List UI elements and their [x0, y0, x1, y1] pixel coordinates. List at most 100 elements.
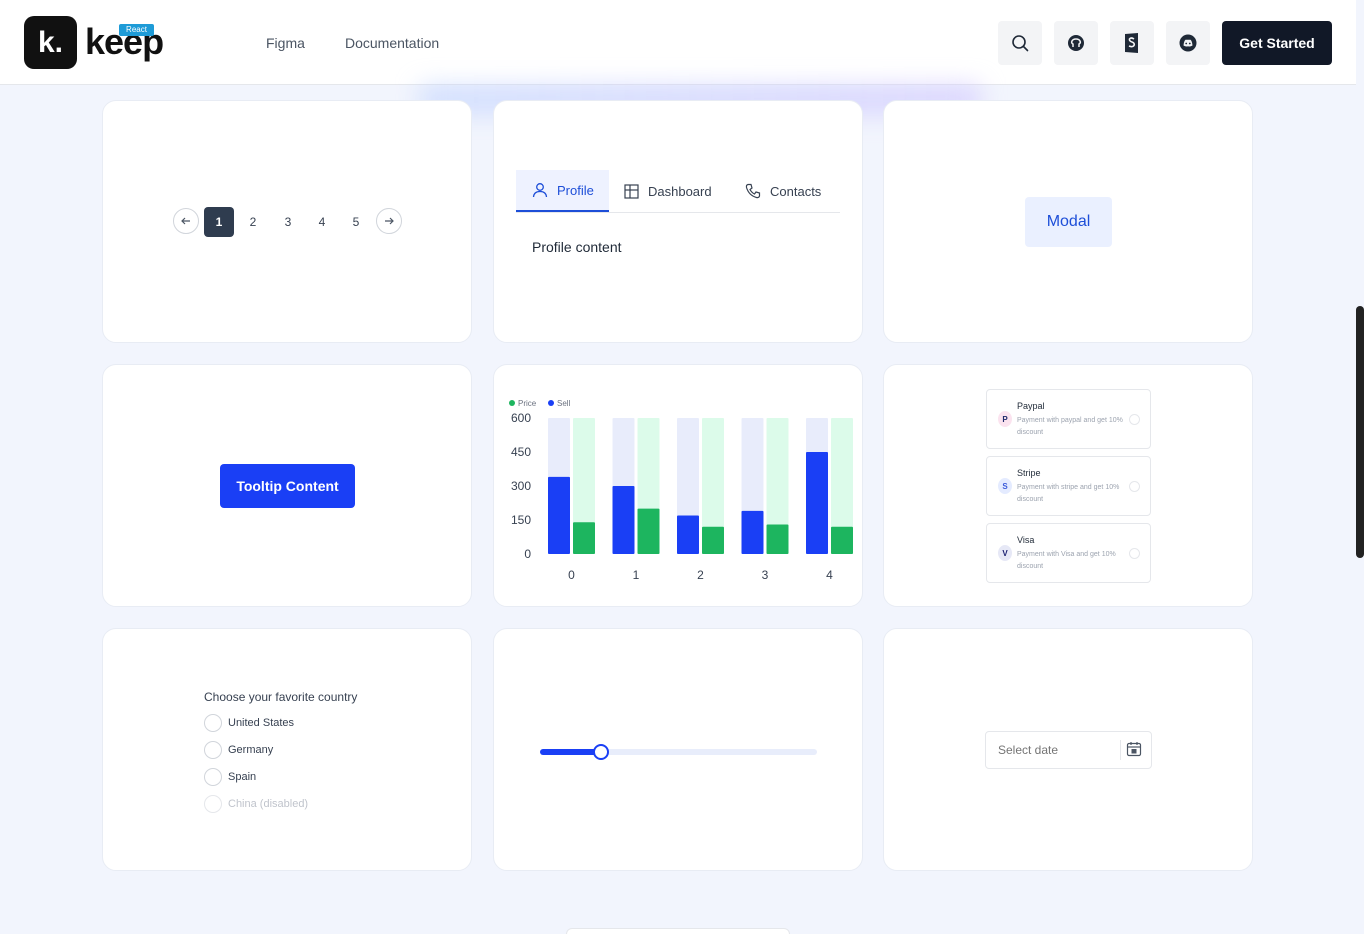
visa-icon: V	[998, 545, 1012, 561]
bar-price	[637, 508, 660, 554]
discord-icon	[1179, 34, 1197, 52]
tab-label: Contacts	[770, 183, 822, 199]
pagination-page-3[interactable]: 3	[284, 215, 292, 229]
paypal-icon: P	[998, 411, 1012, 427]
discord-button[interactable]	[1166, 21, 1210, 65]
y-tick-label: 300	[511, 479, 531, 493]
radio-option-china: China (disabled)	[204, 795, 308, 813]
github-icon	[1068, 35, 1084, 51]
date-input[interactable]	[985, 731, 1152, 769]
tab-panel-content: Profile content	[532, 239, 622, 255]
slider-card	[493, 628, 863, 871]
pagination-page-1[interactable]: 1	[204, 207, 234, 237]
pagination-card: 1 2 3 4 5	[102, 100, 472, 343]
legend-marker	[509, 400, 515, 406]
pagination-prev-button[interactable]	[173, 208, 199, 234]
nav-link-documentation[interactable]: Documentation	[345, 35, 440, 51]
pay-icon-letter: P	[1002, 414, 1008, 424]
top-navbar: k. keep React Figma Documentation Get St…	[0, 0, 1356, 85]
scrollbar-thumb[interactable]	[1356, 306, 1364, 558]
github-button[interactable]	[1054, 21, 1098, 65]
payment-description: Payment with paypal and get 10% discount	[1017, 417, 1123, 436]
bar-sell	[548, 476, 570, 554]
tab-dashboard[interactable]: Dashboard	[624, 170, 712, 212]
search-icon	[1012, 35, 1029, 52]
pagination-page-5[interactable]: 5	[352, 215, 360, 229]
arrow-left-icon	[181, 217, 190, 225]
radio-option-united-states[interactable]: United States	[204, 714, 294, 732]
radio-circle[interactable]	[204, 768, 222, 786]
payment-description: Payment with Visa and get 10% discount	[1017, 551, 1116, 570]
slider-fill	[540, 749, 601, 755]
legend-marker	[548, 400, 554, 406]
radio-circle[interactable]	[204, 714, 222, 732]
storybook-button[interactable]	[1110, 21, 1154, 65]
bar-chart-card: Price Sell 0 150 300 450 600 0 1 2 3 4	[493, 364, 863, 607]
date-input-divider	[1120, 740, 1121, 760]
y-tick-label: 0	[524, 547, 531, 561]
tooltip-trigger-button[interactable]: Tooltip Content	[220, 464, 355, 508]
radio-label: Spain	[228, 771, 257, 783]
radio-circle	[204, 795, 222, 813]
payment-title: Paypal	[1017, 401, 1045, 411]
pagination-page-4[interactable]: 4	[318, 215, 326, 229]
storybook-icon	[1125, 33, 1138, 53]
bar-sell	[677, 515, 699, 554]
x-tick-label: 1	[633, 568, 640, 582]
y-tick-label: 450	[511, 445, 531, 459]
bar-track	[766, 418, 789, 554]
tabs-divider	[516, 212, 840, 213]
pagination-next-button[interactable]	[376, 208, 402, 234]
radio-label: China (disabled)	[228, 798, 309, 810]
grid-icon	[624, 183, 639, 199]
phone-icon	[745, 183, 761, 199]
slider-track[interactable]	[540, 744, 817, 760]
react-badge: React	[119, 24, 154, 36]
bar-price	[573, 522, 595, 554]
nav-link-figma[interactable]: Figma	[266, 35, 305, 51]
slider-thumb[interactable]	[592, 744, 609, 760]
y-tick-label: 600	[511, 411, 531, 425]
bar-track	[573, 418, 595, 554]
logo-mark[interactable]: k.	[24, 16, 77, 69]
bar-price	[831, 526, 853, 554]
bar-price	[702, 526, 724, 554]
radio-label: United States	[228, 717, 295, 729]
payment-radio[interactable]	[1129, 548, 1140, 559]
payment-description: Payment with stripe and get 10% discount	[1017, 484, 1120, 503]
tab-profile[interactable]: Profile	[516, 170, 609, 212]
pagination-page-2[interactable]: 2	[249, 215, 257, 229]
legend-label: Sell	[557, 399, 571, 408]
payment-card: P Paypal Payment with paypal and get 10%…	[883, 364, 1253, 607]
radio-option-germany[interactable]: Germany	[204, 741, 273, 759]
search-button[interactable]	[998, 21, 1042, 65]
radio-group-card: Choose your favorite country United Stat…	[102, 628, 472, 871]
tab-label: Dashboard	[648, 183, 712, 199]
tab-label: Profile	[557, 182, 594, 198]
open-modal-button[interactable]: Modal	[1025, 197, 1112, 247]
payment-radio[interactable]	[1129, 414, 1140, 425]
bar-track	[702, 418, 724, 554]
payment-title: Visa	[1017, 535, 1035, 545]
bar-sell	[612, 486, 635, 554]
payment-radio[interactable]	[1129, 481, 1140, 492]
stripe-icon: S	[998, 478, 1012, 494]
radio-circle[interactable]	[204, 741, 222, 759]
x-tick-label: 3	[762, 568, 769, 582]
datepicker-card	[883, 628, 1253, 871]
get-started-button[interactable]: Get Started	[1222, 21, 1332, 65]
payment-option-visa[interactable]: V Visa Payment with Visa and get 10% dis…	[986, 523, 1151, 583]
payment-option-paypal[interactable]: P Paypal Payment with paypal and get 10%…	[986, 389, 1151, 449]
radio-option-spain[interactable]: Spain	[204, 768, 256, 786]
tabs-card: Profile Dashboard Contacts Profile conte…	[493, 100, 863, 343]
y-tick-label: 150	[511, 513, 531, 527]
calendar-icon[interactable]	[1126, 741, 1142, 757]
tooltip-card: Tooltip Content	[102, 364, 472, 607]
pay-icon-letter: S	[1002, 481, 1008, 491]
modal-card: Modal	[883, 100, 1253, 343]
legend-label: Price	[518, 399, 537, 408]
tab-contacts[interactable]: Contacts	[745, 170, 821, 212]
bar-price	[766, 524, 789, 554]
payment-option-stripe[interactable]: S Stripe Payment with stripe and get 10%…	[986, 456, 1151, 516]
radio-group-title: Choose your favorite country	[204, 690, 358, 704]
